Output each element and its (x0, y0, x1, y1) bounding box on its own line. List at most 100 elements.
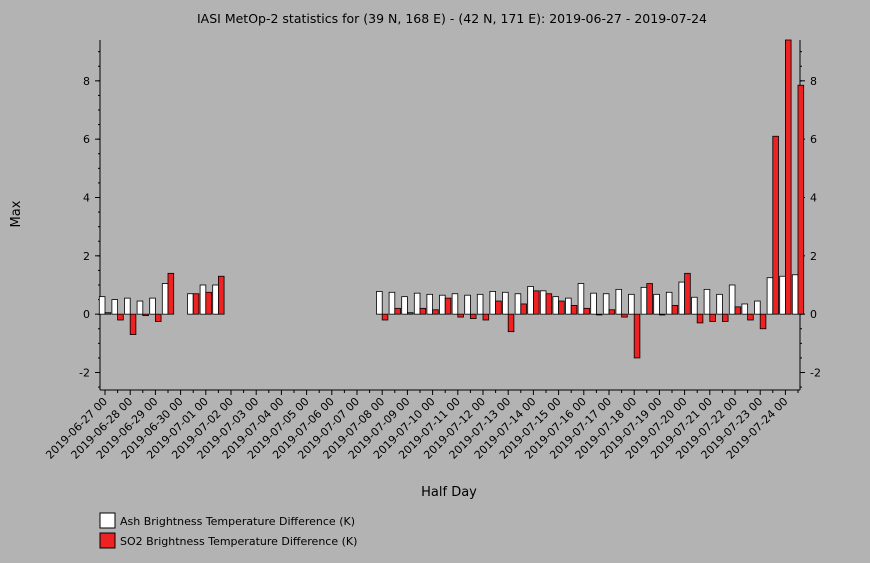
ash-bar (602, 293, 610, 315)
so2-bar (444, 297, 452, 315)
y-tick-label-right: -2 (810, 367, 821, 380)
y-tick-label-right: 6 (810, 133, 817, 146)
so2-bar (722, 313, 729, 322)
legend-label-so2: SO2 Brightness Temperature Difference (K… (120, 535, 357, 548)
ash-bar (552, 296, 560, 315)
so2-bar (797, 84, 805, 315)
legend-label-ash: Ash Brightness Temperature Difference (K… (120, 515, 355, 528)
y-tick-label-left: 8 (83, 75, 90, 88)
ash-bar (590, 292, 597, 315)
so2-bar (217, 275, 225, 315)
ash-bar (212, 284, 219, 315)
ash-bar (161, 283, 169, 315)
ash-bar (426, 293, 433, 315)
legend-swatch-so2 (99, 532, 116, 549)
ash-bar (98, 296, 106, 315)
y-tick-label-left: 6 (83, 133, 90, 146)
so2-bar (495, 300, 502, 315)
so2-bar (520, 303, 527, 315)
ash-bar (703, 288, 711, 315)
ash-bar (754, 300, 761, 315)
so2-bar (671, 305, 679, 315)
ash-bar (766, 277, 774, 315)
legend-item-so2: SO2 Brightness Temperature Difference (K… (99, 532, 357, 549)
so2-bar (419, 307, 427, 315)
ash-bar (439, 294, 446, 315)
so2-bar (533, 290, 540, 315)
ash-bar (464, 294, 471, 315)
so2-bar (570, 305, 578, 315)
so2-bar (633, 313, 641, 359)
y-tick-label-right: 0 (810, 308, 817, 321)
ash-bar (149, 297, 156, 315)
ash-bar (577, 283, 585, 315)
ash-bar (199, 284, 207, 315)
y-tick-label-right: 4 (810, 192, 817, 205)
so2-bar (469, 313, 477, 319)
chart-title: IASI MetOp-2 statistics for (39 N, 168 E… (197, 11, 707, 26)
so2-bar (432, 309, 439, 315)
ash-bar (489, 291, 496, 315)
ash-bar (502, 291, 509, 315)
so2-bar (608, 309, 616, 315)
so2-bar (646, 283, 653, 315)
so2-bar (142, 313, 149, 317)
so2-bar (545, 293, 553, 315)
y-tick-label-left: 2 (83, 250, 90, 263)
so2-bar (747, 313, 754, 321)
ash-bar (413, 292, 421, 315)
legend-item-ash: Ash Brightness Temperature Difference (K… (99, 512, 355, 529)
so2-bar (129, 313, 137, 335)
ash-bar (741, 303, 749, 315)
ash-bar (565, 297, 572, 315)
so2-bar (696, 313, 704, 324)
y-tick-label-left: -2 (79, 367, 90, 380)
so2-bar (457, 313, 464, 318)
legend-swatch-ash (99, 512, 116, 529)
ash-bar (640, 286, 648, 315)
so2-bar (684, 272, 691, 315)
y-axis-label: Max (9, 200, 24, 227)
ash-bar (791, 274, 799, 315)
y-tick-label-left: 4 (83, 192, 90, 205)
so2-bar (192, 293, 200, 315)
so2-bar (596, 313, 603, 316)
legend: Ash Brightness Temperature Difference (K… (99, 512, 357, 549)
so2-bar (394, 307, 401, 315)
ash-bar (716, 293, 723, 315)
y-tick-label-left: 0 (83, 308, 90, 321)
ash-bar (615, 288, 623, 315)
so2-bar (381, 313, 389, 321)
so2-bar (482, 313, 490, 321)
so2-bar (759, 313, 767, 330)
ash-bar (779, 275, 786, 315)
ash-bar (451, 293, 459, 315)
ash-bar (539, 290, 547, 315)
so2-bar (507, 313, 515, 333)
so2-bar (558, 300, 565, 315)
ash-bar (187, 293, 194, 315)
ash-bar (111, 299, 119, 315)
so2-bar (406, 312, 414, 315)
ash-bar (665, 291, 673, 315)
so2-bar (709, 313, 716, 322)
ash-bar (388, 291, 396, 315)
so2-bar (734, 306, 742, 315)
ash-bar (376, 291, 383, 315)
ash-bar (728, 284, 736, 315)
so2-bar (104, 312, 112, 315)
ash-bar (527, 286, 534, 315)
y-tick-label-right: 2 (810, 250, 817, 263)
so2-bar (659, 313, 666, 316)
ash-bar (653, 293, 660, 315)
so2-bar (785, 39, 792, 315)
so2-bar (167, 272, 175, 315)
x-axis-label: Half Day (421, 485, 477, 500)
so2-bar (117, 313, 124, 321)
y-tick-label-right: 8 (810, 75, 817, 88)
ash-bar (136, 300, 144, 315)
so2-bar (154, 313, 162, 322)
so2-bar (583, 307, 590, 315)
